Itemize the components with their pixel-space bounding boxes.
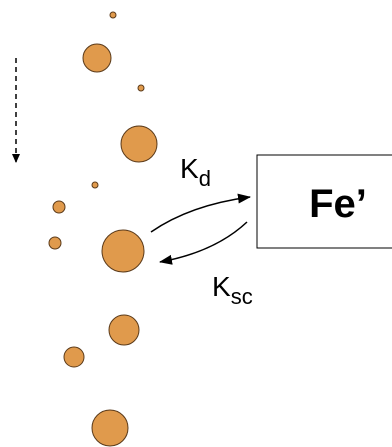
ksc-main: K (212, 271, 231, 302)
particles (49, 12, 157, 446)
particle (92, 182, 98, 188)
scavenging-arrow (160, 222, 247, 262)
particle (64, 347, 84, 367)
ksc-label: Ksc (212, 271, 253, 309)
particle (92, 410, 128, 446)
particle (110, 12, 116, 18)
iron-label: Fe’ (309, 182, 367, 226)
particle (49, 237, 61, 249)
particle (83, 44, 111, 72)
kd-main: K (180, 153, 199, 184)
particle (121, 126, 157, 162)
particle (53, 201, 65, 213)
particle (138, 85, 144, 91)
particle (109, 315, 139, 345)
kd-label: Kd (180, 153, 211, 191)
particle (102, 230, 144, 272)
kd-sub: d (199, 166, 211, 191)
diagram: Fe’ Kd Ksc (0, 0, 392, 447)
ksc-sub: sc (231, 284, 253, 309)
desorption-arrow (151, 197, 250, 232)
